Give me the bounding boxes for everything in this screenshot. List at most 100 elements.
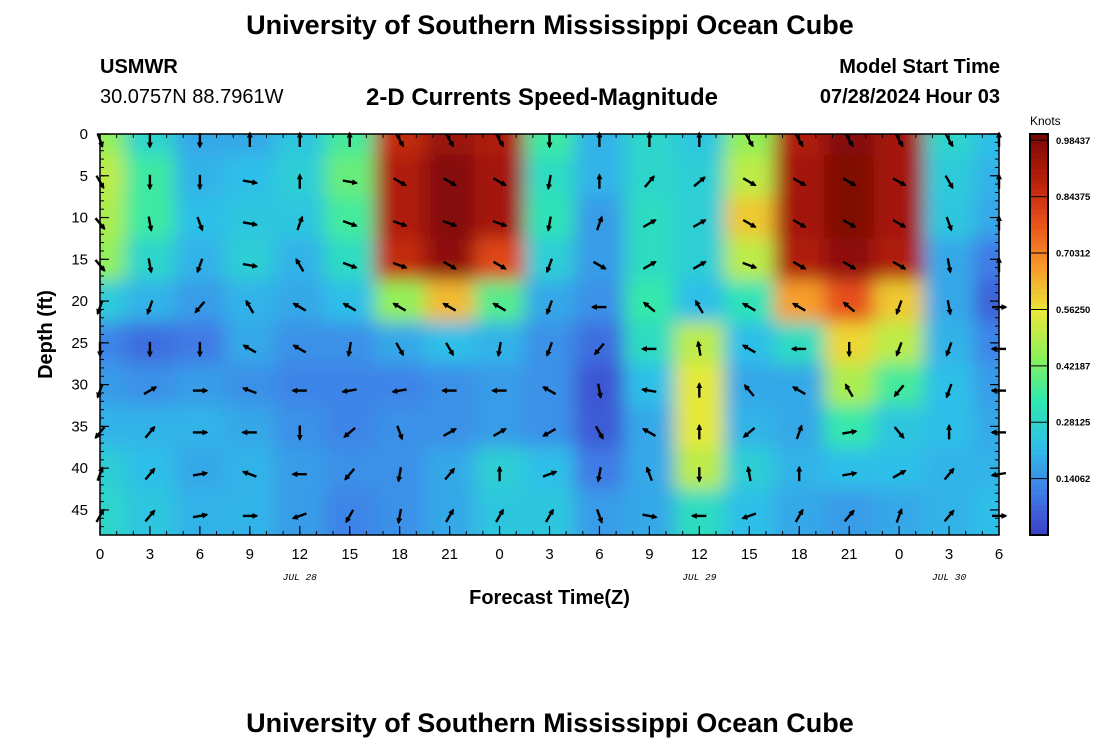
current-vector-arrow xyxy=(895,341,903,357)
current-vector-arrow xyxy=(396,467,403,483)
heatmap-cell xyxy=(124,363,176,407)
current-vector-arrow xyxy=(895,300,903,316)
current-vector-arrow xyxy=(396,508,403,525)
y-tick-label: 10 xyxy=(71,210,88,227)
heatmap-cell xyxy=(474,280,526,323)
colorbar-segment xyxy=(1030,249,1048,255)
heatmap-cell xyxy=(274,238,326,281)
current-vector-arrow xyxy=(495,508,505,523)
heatmap-cell xyxy=(774,238,825,281)
current-vector-arrow xyxy=(342,179,359,186)
current-vector-arrow xyxy=(295,258,305,273)
colorbar-segment xyxy=(1030,214,1048,220)
colorbar-segment xyxy=(1030,359,1048,366)
heatmap-cell xyxy=(424,238,476,281)
heatmap-cell xyxy=(424,321,476,365)
heatmap-cell xyxy=(674,134,725,156)
y-tick-label: 15 xyxy=(71,251,88,268)
heatmap-cell xyxy=(974,196,999,239)
heatmap-cell xyxy=(724,321,775,365)
current-vector-arrow xyxy=(743,384,755,397)
heatmap-cell xyxy=(824,280,875,323)
heatmap-cell xyxy=(324,196,376,239)
station-coordinates: 30.0757N 88.7961W xyxy=(100,86,284,108)
current-vector-arrow xyxy=(442,427,458,437)
colorbar-segment xyxy=(1030,264,1048,270)
x-tick-label: 12 xyxy=(291,546,308,563)
colorbar-segment xyxy=(1030,209,1048,215)
heatmap-cell xyxy=(724,154,775,198)
heatmap-cell xyxy=(624,280,675,323)
heatmap-cell xyxy=(574,196,625,239)
current-vector-arrow xyxy=(545,300,554,316)
heatmap-cell xyxy=(474,154,526,198)
current-vector-arrow xyxy=(642,513,658,520)
heatmap-cell xyxy=(974,238,999,281)
heatmap-cell xyxy=(124,405,176,448)
current-vector-arrow xyxy=(144,425,156,439)
colorbar-segment xyxy=(1030,134,1048,140)
station-id: USMWR xyxy=(100,56,178,78)
current-vector-arrow xyxy=(395,342,405,357)
heatmap-cell xyxy=(624,134,675,156)
current-vector-arrow xyxy=(742,426,756,438)
colorbar-segment xyxy=(1030,274,1048,280)
colorbar-segment xyxy=(1030,484,1048,491)
current-vector-arrow xyxy=(192,512,209,519)
heatmap-cell xyxy=(974,154,999,198)
current-vector-arrow xyxy=(545,341,554,357)
y-tick-label: 25 xyxy=(71,335,88,352)
heatmap-cell xyxy=(224,280,276,323)
current-vector-arrow xyxy=(593,342,605,356)
y-tick-label: 40 xyxy=(71,460,88,477)
colorbar-segment xyxy=(1030,294,1048,301)
heatmap-cell xyxy=(974,134,999,156)
colorbar-segment xyxy=(1030,379,1048,386)
colorbar-segment xyxy=(1030,394,1048,401)
heatmap-cell xyxy=(724,405,775,448)
current-vector-arrow xyxy=(245,299,255,314)
current-vector-arrow xyxy=(892,260,907,270)
heatmap-cell xyxy=(774,321,825,365)
heatmap-cell xyxy=(474,405,526,448)
colorbar-segment xyxy=(1030,474,1048,481)
current-vector-arrow xyxy=(144,509,156,523)
heatmap-cell xyxy=(624,238,675,281)
current-vector-arrow xyxy=(844,383,854,398)
x-tick-label: 6 xyxy=(595,546,603,563)
colorbar-segment xyxy=(1030,489,1048,496)
heatmap-cell xyxy=(174,238,226,281)
x-tick-label: 6 xyxy=(196,546,204,563)
colorbar-segment xyxy=(1030,304,1048,311)
current-vector-arrow xyxy=(242,262,259,269)
colorbar-unit: Knots xyxy=(1030,114,1061,128)
heatmap-cell xyxy=(524,134,575,156)
current-vector-arrow xyxy=(945,341,953,357)
heatmap-cell xyxy=(224,447,276,490)
heatmap-cell xyxy=(224,134,276,156)
current-vector-arrow xyxy=(944,175,954,190)
heatmap-cell xyxy=(324,134,376,156)
heatmap-cell xyxy=(374,154,426,198)
date-label: JUL 29 xyxy=(682,572,717,583)
heatmap-cell xyxy=(924,238,975,281)
heatmap-cell xyxy=(824,405,875,448)
heatmap-cell xyxy=(174,196,226,239)
heatmap-cell xyxy=(824,134,875,156)
heatmap-cell xyxy=(674,154,725,198)
current-vector-arrow xyxy=(893,384,905,398)
heatmap-cell xyxy=(874,321,925,365)
heatmap-cell xyxy=(874,447,925,490)
current-vector-arrow xyxy=(445,508,455,523)
date-label: JUL 28 xyxy=(283,572,318,583)
current-vector-arrow xyxy=(147,258,154,274)
current-vector-arrow xyxy=(546,174,553,191)
current-vector-arrow xyxy=(492,427,507,437)
current-vector-arrow xyxy=(496,341,503,358)
colorbar-segment xyxy=(1030,399,1048,406)
colorbar-segment xyxy=(1030,509,1048,516)
current-vector-arrow xyxy=(542,470,558,478)
colorbar-segment xyxy=(1030,149,1048,155)
current-vector-arrow xyxy=(596,467,602,483)
heatmap-cell xyxy=(774,196,825,239)
